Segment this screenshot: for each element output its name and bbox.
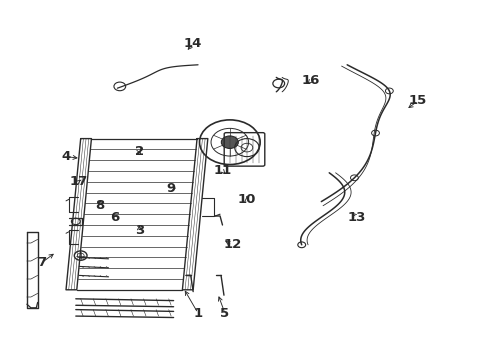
Text: 12: 12 bbox=[223, 238, 241, 251]
Text: 7: 7 bbox=[37, 256, 46, 269]
Circle shape bbox=[221, 136, 238, 148]
Text: 5: 5 bbox=[220, 307, 229, 320]
Text: 2: 2 bbox=[135, 145, 143, 158]
Text: 17: 17 bbox=[69, 175, 87, 188]
Text: 10: 10 bbox=[237, 193, 256, 206]
Text: 9: 9 bbox=[166, 183, 175, 195]
Text: 3: 3 bbox=[135, 224, 143, 237]
Text: 14: 14 bbox=[183, 37, 202, 50]
Text: 13: 13 bbox=[347, 211, 366, 224]
Text: 1: 1 bbox=[193, 307, 202, 320]
Text: 16: 16 bbox=[301, 75, 319, 87]
Text: 4: 4 bbox=[61, 150, 70, 163]
Text: 11: 11 bbox=[213, 165, 231, 177]
Text: 8: 8 bbox=[96, 199, 104, 212]
Text: 6: 6 bbox=[110, 211, 119, 224]
Text: 15: 15 bbox=[408, 94, 427, 107]
